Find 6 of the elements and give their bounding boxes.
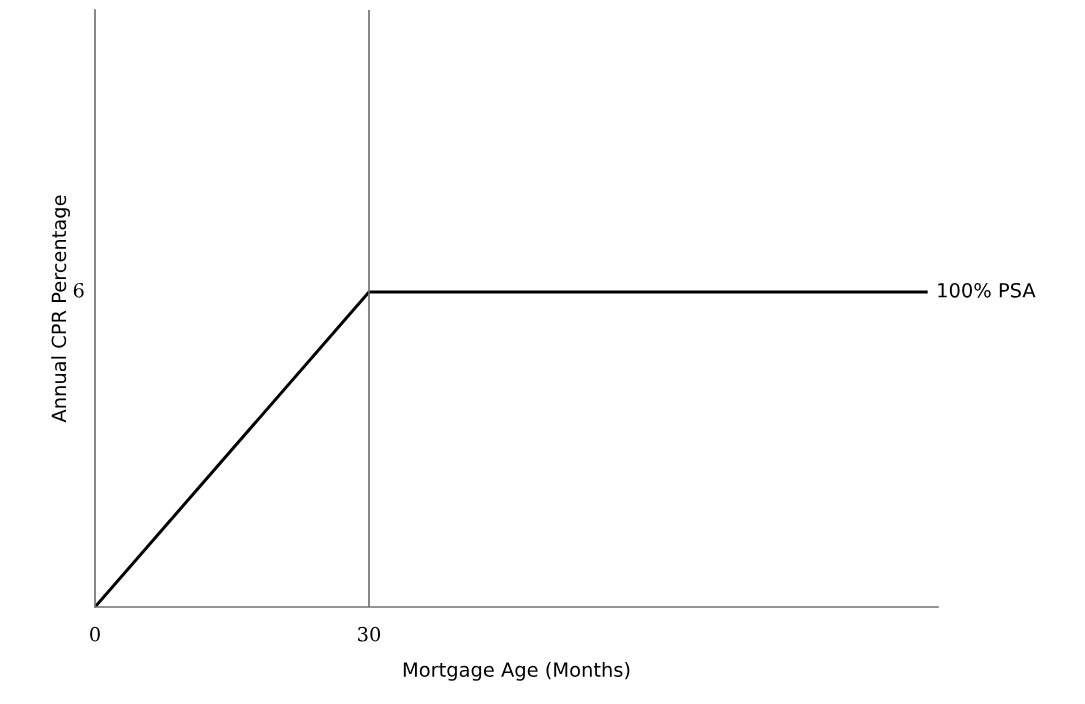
x-axis-title: Mortgage Age (Months) [403, 661, 630, 681]
text: 6 [73, 282, 84, 298]
y-axis-title: Annual CPR Percentage [51, 195, 70, 423]
series-label: 100% PSA [938, 282, 1036, 298]
x-tick-label: 0 [90, 626, 100, 642]
x-tick-label: 30 [358, 626, 381, 642]
